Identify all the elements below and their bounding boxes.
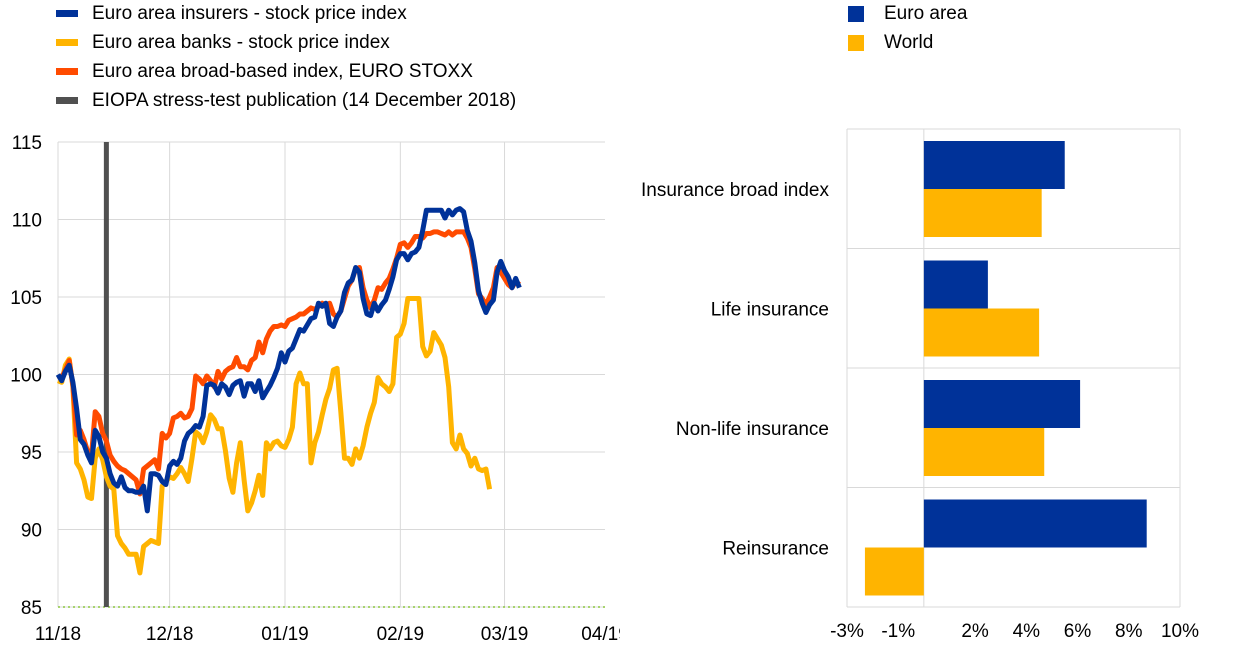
x-tick-label: -3% bbox=[830, 621, 864, 642]
legend-swatch bbox=[56, 10, 78, 17]
bar-chart-legend: Euro area World bbox=[848, 0, 967, 57]
x-tick-label: -1% bbox=[881, 621, 915, 642]
y-tick-label: 85 bbox=[21, 598, 42, 619]
bar-world-life-insurance bbox=[923, 308, 1040, 357]
category-label: Reinsurance bbox=[722, 538, 829, 559]
bar-euro-area-insurance-broad-index bbox=[923, 141, 1065, 189]
x-tick-label: 01/19 bbox=[261, 624, 309, 645]
line-chart: 85 90 95 100 105 110 115 11/18 12/18 01/19 02/19 03… bbox=[10, 133, 620, 645]
legend-item-eiopa-stress-test-publication-14-december-2018: EIOPA stress-test publication (14 Decemb… bbox=[56, 86, 516, 115]
legend-swatch bbox=[848, 5, 864, 22]
legend-swatch bbox=[56, 68, 78, 75]
category-label: Insurance broad index bbox=[641, 180, 830, 201]
bar-world-non-life-insurance bbox=[923, 428, 1045, 476]
x-tick-label: 03/19 bbox=[481, 624, 529, 645]
legend-item-world: World bbox=[848, 28, 967, 57]
line-chart-legend: Euro area insurers - stock price index Eu… bbox=[56, 0, 516, 115]
legend-label: Euro area broad-based index, EURO STOXX bbox=[92, 60, 473, 82]
y-tick-label: 90 bbox=[21, 521, 42, 542]
x-tick-label: 2% bbox=[961, 621, 989, 642]
legend-label: Euro area banks - stock price index bbox=[92, 31, 390, 53]
legend-label: World bbox=[884, 31, 934, 53]
category-label: Life insurance bbox=[711, 299, 829, 320]
legend-item-euro-area-banks-stock-price-index: Euro area banks - stock price index bbox=[56, 28, 516, 57]
x-tick-label: 04/19 bbox=[581, 624, 620, 645]
series-line-euro-area-banks-stock-price-index bbox=[57, 296, 493, 576]
legend-swatch bbox=[56, 97, 78, 104]
x-tick-label: 4% bbox=[1013, 621, 1041, 642]
legend-label: Euro area bbox=[884, 2, 968, 24]
x-tick-label: 6% bbox=[1064, 621, 1092, 642]
y-tick-label: 100 bbox=[10, 366, 42, 387]
y-tick-label: 110 bbox=[12, 211, 42, 232]
x-tick-label: 10% bbox=[1161, 621, 1199, 642]
bar-world-insurance-broad-index bbox=[923, 189, 1042, 237]
x-tick-label: 02/19 bbox=[377, 624, 425, 645]
bar-chart: -3% -1% 2% 4% 6% 8% 10% Insurance broad index Li… bbox=[641, 128, 1199, 642]
legend-swatch bbox=[56, 39, 78, 46]
category-label: Non-life insurance bbox=[676, 419, 829, 440]
legend-label: Euro area insurers - stock price index bbox=[92, 2, 407, 24]
x-tick-label: 12/18 bbox=[146, 624, 194, 645]
series-line-euro-area-insurers-stock-price-index bbox=[55, 206, 522, 514]
legend-label: EIOPA stress-test publication (14 Decemb… bbox=[92, 89, 517, 111]
y-tick-label: 105 bbox=[10, 288, 42, 309]
legend-item-euro-area-broad-based-index-euro-stoxx: Euro area broad-based index, EURO STOXX bbox=[56, 57, 516, 86]
bar-euro-area-non-life-insurance bbox=[923, 380, 1081, 428]
y-tick-label: 95 bbox=[21, 443, 42, 464]
legend-swatch bbox=[848, 34, 864, 51]
bar-euro-area-life-insurance bbox=[923, 260, 988, 309]
bar-world-reinsurance bbox=[864, 547, 924, 596]
legend-item-euro-area-insurers-stock-price-index: Euro area insurers - stock price index bbox=[56, 0, 516, 28]
series-line-euro-area-broad-based-index-euro-stoxx bbox=[57, 229, 522, 497]
x-tick-label: 8% bbox=[1115, 621, 1143, 642]
bar-euro-area-reinsurance bbox=[923, 499, 1147, 548]
y-tick-label: 115 bbox=[12, 133, 42, 154]
legend-item-euro-area: Euro area bbox=[848, 0, 967, 28]
x-tick-label: 11/18 bbox=[35, 624, 81, 645]
